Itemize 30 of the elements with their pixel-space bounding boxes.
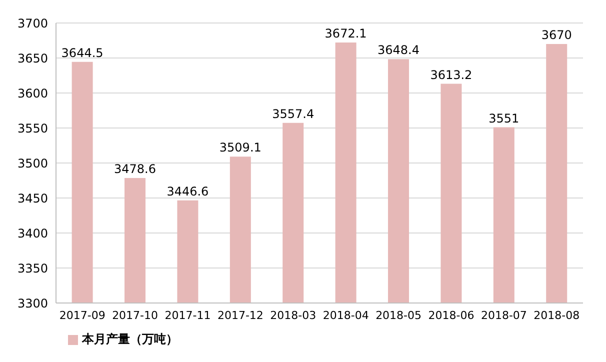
data-label: 3478.6 [114,162,156,176]
x-tick-label: 2018-08 [534,308,580,322]
x-tick-label: 2018-06 [428,308,474,322]
x-tick-label: 2018-07 [480,308,527,322]
y-tick-label: 3550 [17,121,48,136]
y-tick-label: 3350 [17,261,48,276]
legend-label: 本月产量（万吨） [82,332,178,346]
x-tick-label: 2017-10 [112,308,158,322]
x-tick-label: 2017-12 [217,308,264,322]
x-tick-label: 2017-11 [164,308,211,322]
data-label: 3670 [541,28,572,42]
y-tick-label: 3650 [17,51,48,66]
y-tick-label: 3700 [17,16,48,30]
data-label: 3551 [488,111,520,126]
x-tick-label: 2018-03 [270,308,316,322]
data-label: 3644.5 [61,46,104,60]
y-tick-label: 3400 [17,226,48,240]
x-tick-label: 2018-04 [322,308,369,322]
y-tick-label: 3450 [17,191,48,206]
data-label: 3446.6 [166,184,209,198]
data-label: 3648.4 [378,43,420,58]
x-tick-label: 2017-09 [59,308,106,322]
y-tick-label: 3300 [17,296,48,310]
y-tick-label: 3600 [17,86,48,100]
y-tick-label: 3500 [17,156,48,170]
data-label: 3672.1 [324,26,367,41]
data-label: 3509.1 [219,140,262,155]
data-label: 3557.4 [272,106,314,121]
data-label: 3613.2 [430,68,472,82]
x-tick-label: 2018-05 [376,308,422,322]
